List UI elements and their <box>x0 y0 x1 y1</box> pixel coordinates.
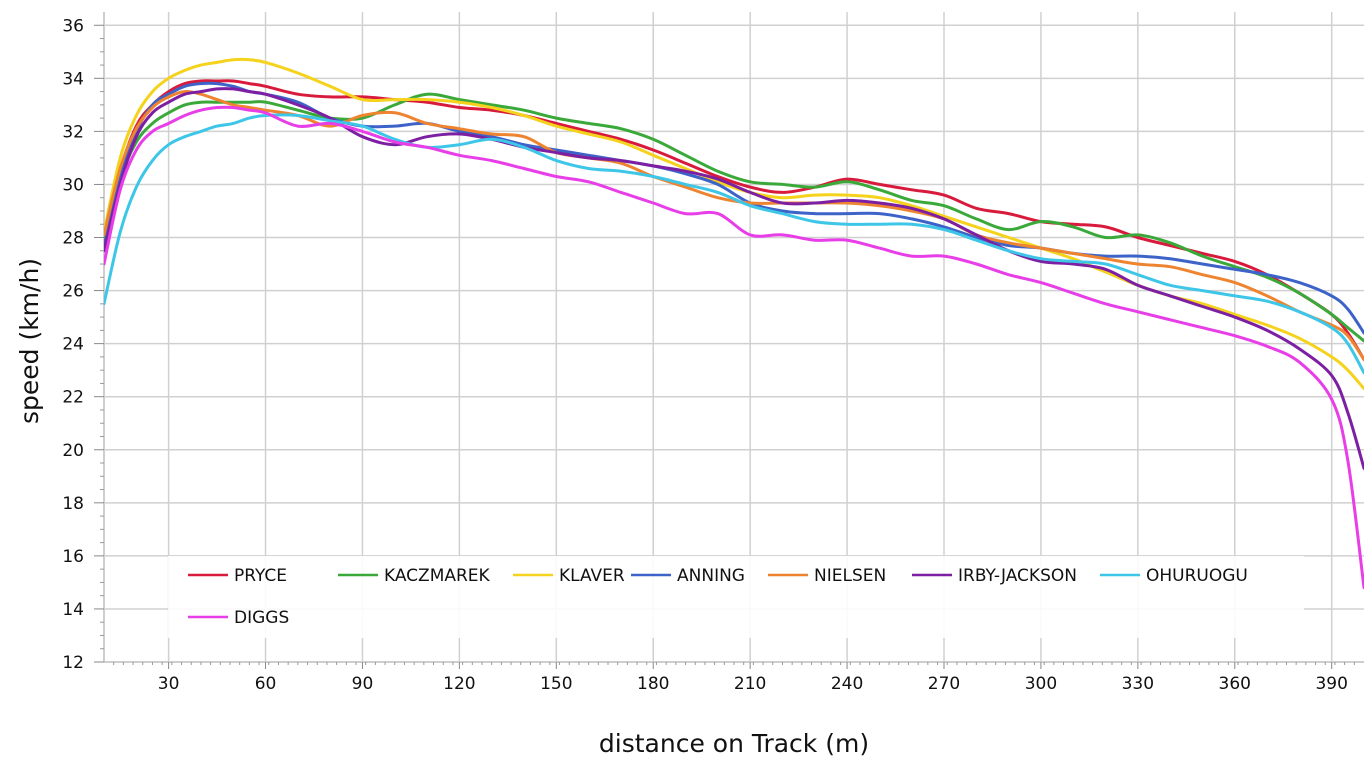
y-tick-label: 30 <box>62 175 84 195</box>
legend-label: IRBY-JACKSON <box>958 566 1077 586</box>
y-tick-label: 24 <box>62 335 84 355</box>
y-tick-label: 32 <box>62 122 84 142</box>
y-tick-label: 28 <box>62 229 84 249</box>
legend-label: NIELSEN <box>814 566 886 586</box>
series-line-ohuruogu <box>104 113 1364 375</box>
x-tick-label: 240 <box>831 674 863 694</box>
legend-item-kaczmarek: KACZMAREK <box>338 566 491 586</box>
legend-background <box>168 556 1304 638</box>
legend-item-diggs: DIGGS <box>188 608 289 628</box>
series-line-anning <box>104 81 1364 335</box>
x-tick-label: 330 <box>1122 674 1154 694</box>
x-tick-label: 150 <box>540 674 572 694</box>
legend-label: ANNING <box>677 566 745 586</box>
x-axis-ticks: 30 60 90 120 150 180 210 240 270 300 330 360 390 <box>158 662 1348 694</box>
x-tick-label: 180 <box>637 674 669 694</box>
legend-label: DIGGS <box>234 608 289 628</box>
x-tick-label: 270 <box>928 674 960 694</box>
y-tick-label: 36 <box>62 16 84 36</box>
y-axis-title: speed (km/h) <box>15 258 44 424</box>
y-tick-label: 16 <box>62 547 84 567</box>
legend-item-ohuruogu: OHURUOGU <box>1100 566 1248 586</box>
x-tick-label: 120 <box>443 674 475 694</box>
legend-item-nielsen: NIELSEN <box>768 566 886 586</box>
x-tick-label: 210 <box>734 674 766 694</box>
legend-item-irby-jackson: IRBY-JACKSON <box>912 566 1077 586</box>
series-line-diggs <box>104 105 1364 590</box>
series-lines <box>104 57 1364 590</box>
y-tick-label: 14 <box>62 600 84 620</box>
legend-item-pryce: PRYCE <box>188 566 287 586</box>
minor-ticks <box>100 38 1355 665</box>
legend-item-klaver: KLAVER <box>513 566 625 586</box>
y-tick-label: 20 <box>62 441 84 461</box>
x-axis-title: distance on Track (m) <box>599 729 869 758</box>
y-tick-label: 22 <box>62 388 84 408</box>
legend-label: KACZMAREK <box>384 566 491 586</box>
x-tick-label: 90 <box>352 674 374 694</box>
y-axis-ticks: 12 14 16 18 20 22 24 26 28 30 32 34 36 <box>62 16 104 673</box>
legend-label: KLAVER <box>559 566 625 586</box>
legend-label: OHURUOGU <box>1146 566 1248 586</box>
series-line-irby-jackson <box>104 87 1364 470</box>
x-tick-label: 30 <box>158 674 180 694</box>
legend-item-anning: ANNING <box>631 566 745 586</box>
y-tick-label: 34 <box>62 69 84 89</box>
x-tick-label: 60 <box>255 674 277 694</box>
x-tick-label: 390 <box>1315 674 1347 694</box>
x-tick-label: 360 <box>1219 674 1251 694</box>
y-tick-label: 12 <box>62 653 84 673</box>
x-tick-label: 300 <box>1025 674 1057 694</box>
legend: PRYCE KACZMAREK KLAVER ANNING NIELSEN IRBY-JA… <box>168 556 1304 638</box>
y-tick-label: 26 <box>62 282 84 302</box>
legend-label: PRYCE <box>234 566 287 586</box>
y-tick-label: 18 <box>62 494 84 514</box>
series-line-pryce <box>104 79 1364 362</box>
